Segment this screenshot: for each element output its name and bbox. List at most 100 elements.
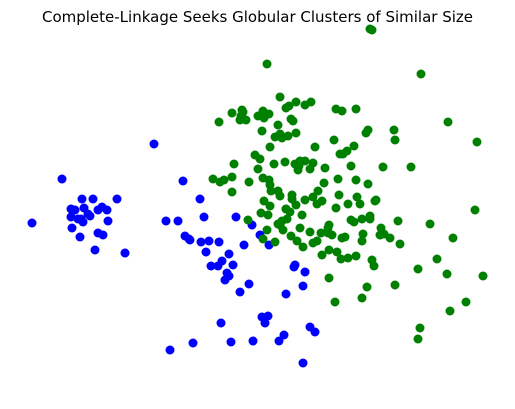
data-point-series-1 [112,194,122,204]
data-point-series-2 [270,237,280,247]
data-point-series-1 [90,245,100,255]
data-point-series-1 [226,337,236,347]
data-point-series-1 [231,212,241,222]
data-point-series-2 [316,228,326,238]
data-point-series-2 [265,180,275,190]
data-point-series-2 [390,135,400,145]
data-point-series-2 [297,210,307,220]
data-point-series-2 [367,255,377,265]
data-point-series-2 [389,125,399,135]
data-point-series-2 [370,196,380,206]
data-point-series-2 [280,157,290,167]
data-point-series-2 [351,175,361,185]
data-point-series-1 [173,216,183,226]
data-point-series-2 [257,126,267,136]
data-point-series-1 [274,336,284,346]
data-point-series-2 [378,162,388,172]
data-point-series-2 [310,142,320,152]
data-point-series-1 [228,260,238,270]
data-point-series-1 [178,176,188,186]
data-point-series-2 [258,106,268,116]
data-point-series-2 [349,141,359,151]
data-point-series-2 [332,247,342,257]
data-point-series-2 [300,100,310,110]
data-point-series-2 [308,192,318,202]
data-point-series-2 [413,334,423,344]
data-point-series-2 [363,125,373,135]
data-point-series-2 [351,251,361,261]
data-points [27,24,488,368]
data-point-series-2 [357,293,367,303]
data-point-series-2 [393,216,403,226]
data-point-series-2 [253,164,263,174]
data-point-series-2 [442,269,452,279]
data-point-series-1 [305,322,315,332]
data-point-series-2 [243,215,253,225]
data-point-series-1 [216,318,226,328]
data-point-series-1 [199,212,209,222]
data-point-series-2 [281,103,291,113]
data-point-series-2 [312,236,322,246]
data-point-series-2 [333,174,343,184]
data-point-series-1 [27,218,37,228]
data-point-series-2 [275,191,285,201]
data-point-series-2 [283,131,293,141]
data-point-series-1 [77,194,87,204]
data-point-series-1 [298,281,308,291]
data-point-series-2 [355,199,365,209]
data-point-series-1 [161,216,171,226]
data-point-series-2 [324,273,334,283]
data-point-series-2 [300,195,310,205]
data-point-series-2 [395,239,405,249]
data-point-series-2 [317,196,327,206]
data-point-series-2 [227,187,237,197]
data-point-series-2 [362,282,372,292]
data-point-series-2 [273,120,283,130]
data-point-series-2 [416,69,426,79]
data-point-series-2 [285,207,295,217]
data-point-series-2 [346,215,356,225]
data-point-series-2 [337,233,347,243]
data-point-series-2 [357,236,367,246]
data-point-series-1 [188,338,198,348]
data-point-series-2 [259,196,269,206]
data-point-series-1 [248,336,258,346]
data-point-series-1 [85,211,95,221]
data-point-series-1 [165,345,175,355]
data-point-series-2 [343,253,353,263]
data-point-series-1 [66,204,76,214]
data-point-series-1 [196,237,206,247]
data-point-series-2 [352,192,362,202]
data-point-series-2 [363,179,373,189]
data-point-series-2 [432,254,442,264]
data-point-series-2 [357,214,367,224]
data-point-series-2 [472,137,482,147]
data-point-series-1 [244,279,254,289]
data-point-series-1 [298,358,308,368]
data-point-series-2 [376,223,386,233]
data-point-series-2 [262,59,272,69]
data-point-series-1 [224,271,234,281]
data-point-series-2 [319,178,329,188]
data-point-series-1 [66,212,76,222]
chart-title: Complete-Linkage Seeks Globular Clusters… [42,8,473,26]
data-point-series-2 [461,297,471,307]
data-point-series-2 [291,97,301,107]
data-point-series-2 [237,105,247,115]
data-point-series-2 [250,150,260,160]
data-point-series-2 [413,264,423,274]
data-point-series-1 [57,174,67,184]
data-point-series-2 [227,172,237,182]
data-point-series-2 [330,297,340,307]
data-point-series-2 [346,161,356,171]
data-point-series-2 [478,271,488,281]
data-point-series-1 [120,248,130,258]
data-point-series-2 [305,164,315,174]
data-point-series-2 [443,117,453,127]
data-point-series-2 [323,228,333,238]
data-point-series-1 [149,139,159,149]
data-point-series-2 [313,186,323,196]
data-point-series-2 [295,223,305,233]
data-point-series-2 [265,201,275,211]
